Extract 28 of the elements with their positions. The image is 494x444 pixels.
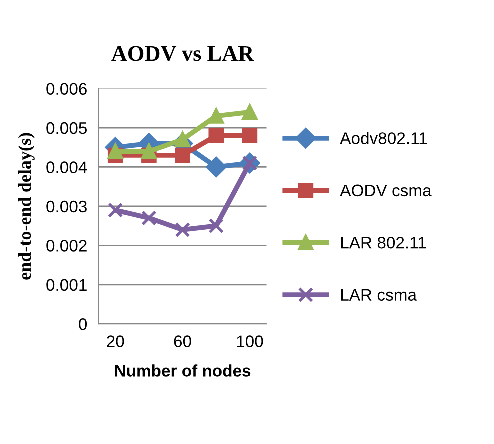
chart-title: AODV vs LAR — [112, 46, 254, 62]
y-axis-title: end-to-end delay(s) — [18, 133, 35, 280]
y-tick-label: 0.001 — [46, 279, 87, 292]
point — [206, 157, 227, 178]
point — [208, 128, 224, 144]
point — [108, 202, 124, 218]
y-tick-label: 0.003 — [46, 200, 87, 213]
point — [242, 104, 258, 120]
legend-label: Aodv802.11 — [340, 132, 428, 144]
point — [208, 108, 224, 124]
point — [142, 144, 157, 160]
point — [208, 218, 224, 234]
y-tick-label: 0 — [79, 318, 88, 330]
y-tick-label: 0.005 — [46, 122, 87, 134]
legend-label: LAR csma — [341, 289, 417, 302]
legend-label: AODV csma — [340, 184, 432, 197]
y-tick-label: 0.004 — [46, 162, 88, 174]
y-tick-label: 0.002 — [46, 240, 87, 252]
y-tick-label: 0.006 — [46, 83, 87, 96]
point — [242, 128, 258, 144]
x-tick-label: 100 — [237, 336, 264, 348]
point — [108, 144, 124, 160]
point — [175, 222, 190, 238]
point — [142, 210, 157, 226]
legend-label: LAR 802.11 — [341, 237, 426, 249]
x-tick-label: 20 — [107, 336, 124, 348]
x-axis-title: Number of nodes — [115, 364, 251, 377]
x-tick-label: 60 — [174, 336, 192, 348]
